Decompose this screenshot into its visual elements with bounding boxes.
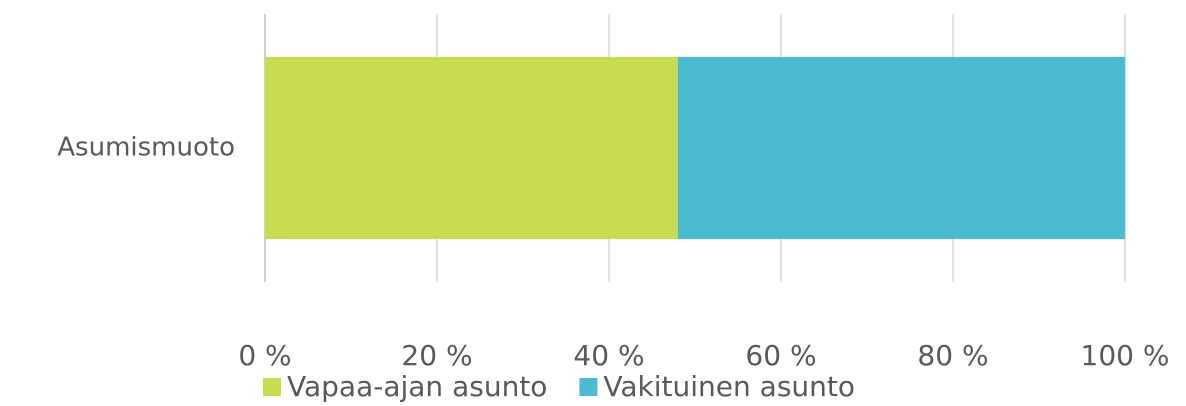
- x-tick-label: 80 %: [917, 339, 988, 372]
- x-tick-label: 100 %: [1081, 339, 1170, 372]
- legend-label: Vapaa-ajan asunto: [287, 370, 547, 403]
- legend-swatch: [263, 378, 281, 396]
- x-tick-label: 20 %: [401, 339, 472, 372]
- x-tick-label: 40 %: [573, 339, 644, 372]
- bar-segment: [677, 56, 1125, 240]
- category-label: Asumismuoto: [57, 133, 235, 163]
- x-tick-label: 60 %: [745, 339, 816, 372]
- legend-label: Vakituinen asunto: [603, 370, 855, 403]
- bar-segment: [265, 56, 678, 240]
- legend-swatch: [579, 378, 598, 396]
- x-tick-label: 0 %: [238, 339, 291, 372]
